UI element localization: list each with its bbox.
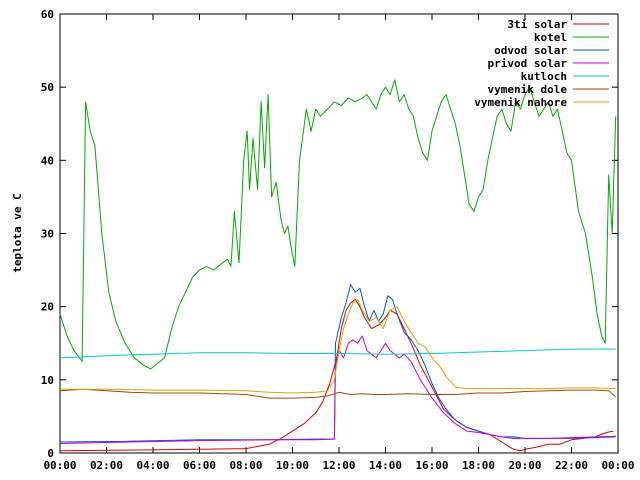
legend-label-odvod-solar: odvod solar xyxy=(494,44,567,57)
series-lines xyxy=(59,79,617,452)
y-tick-label: 20 xyxy=(41,301,54,314)
x-tick-label: 12:00 xyxy=(322,459,355,472)
x-tick-label: 18:00 xyxy=(462,459,495,472)
series-line-privod-solar xyxy=(59,335,616,444)
y-tick-label: 40 xyxy=(41,154,54,167)
legend-label-vymenik-nahore: vymenik nahore xyxy=(474,96,567,109)
x-tick-label: 00:00 xyxy=(43,459,76,472)
x-tick-label: 20:00 xyxy=(508,459,541,472)
series-line-vymenik-nahore xyxy=(60,298,616,394)
legend-label-vymenik-dole: vymenik dole xyxy=(488,83,568,96)
x-tick-label: 00:00 xyxy=(601,459,634,472)
y-axis: 0 10 20 30 40 50 60 xyxy=(41,8,618,460)
x-axis: 00:00 02:00 04:00 06:00 08:00 10:00 12:00 14:00… xyxy=(43,14,635,472)
series-line-odvod-solar xyxy=(59,284,616,443)
series-line-kotel xyxy=(59,79,617,370)
x-tick-label: 08:00 xyxy=(229,459,262,472)
x-tick-label: 02:00 xyxy=(90,459,123,472)
legend-label-kotel: kotel xyxy=(534,31,567,44)
x-tick-label: 10:00 xyxy=(276,459,309,472)
y-tick-label: 10 xyxy=(41,374,54,387)
series-line-3ti-solar xyxy=(59,298,614,452)
y-tick-label: 60 xyxy=(41,8,54,21)
legend-label-privod-solar: privod solar xyxy=(488,57,568,70)
y-tick-label: 0 xyxy=(47,447,54,460)
y-tick-label: 30 xyxy=(41,228,54,241)
legend-label-3ti-solar: 3ti solar xyxy=(507,18,567,31)
y-tick-label: 50 xyxy=(41,81,54,94)
series-line-vymenik-dole xyxy=(59,388,617,399)
legend-label-kutloch: kutloch xyxy=(521,70,567,83)
x-tick-label: 06:00 xyxy=(183,459,216,472)
x-tick-label: 16:00 xyxy=(415,459,448,472)
x-tick-label: 14:00 xyxy=(369,459,402,472)
x-tick-label: 04:00 xyxy=(136,459,169,472)
x-tick-label: 22:00 xyxy=(555,459,588,472)
y-axis-title: teplota ve C xyxy=(11,193,24,272)
